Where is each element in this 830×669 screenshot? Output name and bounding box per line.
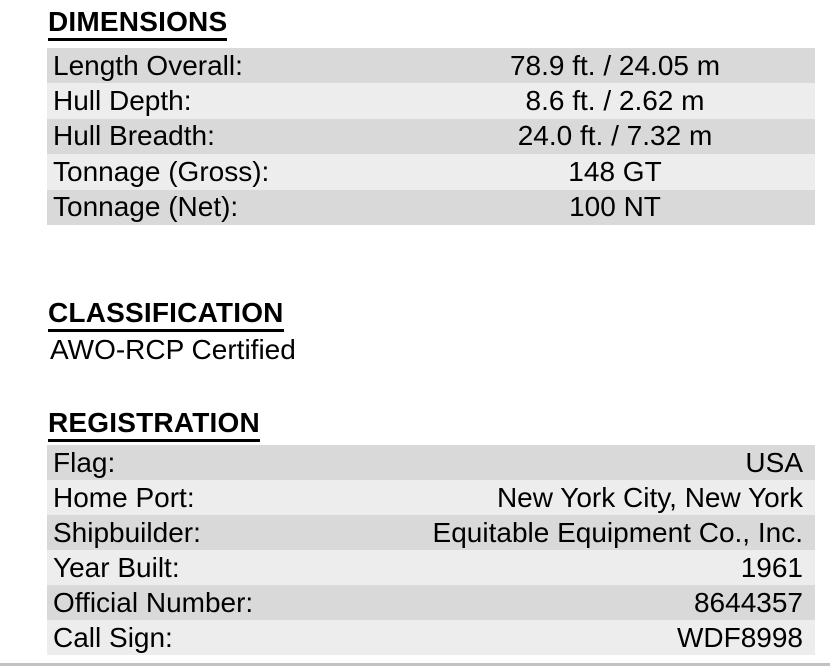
row-value: 24.0 ft. / 7.32 m <box>517 120 713 152</box>
row-value: 8644357 <box>693 586 803 618</box>
table-row: Year Built: 1961 <box>47 550 815 585</box>
table-row: Home Port: New York City, New York <box>47 480 815 515</box>
row-label: Tonnage (Net): <box>53 191 239 223</box>
table-row: Flag: USA <box>47 445 815 480</box>
dimensions-table: Length Overall: 78.9 ft. / 24.05 m Hull … <box>47 48 815 225</box>
table-row: Call Sign: WDF8998 <box>47 620 815 655</box>
table-row: Hull Breadth: 24.0 ft. / 7.32 m <box>47 118 815 155</box>
row-label: Tonnage (Gross): <box>53 155 270 187</box>
classification-value: AWO-RCP Certified <box>50 334 296 365</box>
row-value: 100 NT <box>569 191 661 223</box>
row-label: Call Sign: <box>53 621 173 653</box>
row-value: 1961 <box>740 551 803 583</box>
registration-title-text: REGISTRATION <box>48 409 260 442</box>
row-label: Official Number: <box>53 586 254 618</box>
row-value: USA <box>745 446 803 478</box>
row-value: WDF8998 <box>676 621 803 653</box>
dimensions-section-title: DIMENSIONS <box>48 8 228 41</box>
registration-table: Flag: USA Home Port: New York City, New … <box>47 445 815 655</box>
row-label: Length Overall: <box>53 49 243 81</box>
row-value: Equitable Equipment Co., Inc. <box>432 516 803 548</box>
dimensions-title-text: DIMENSIONS <box>48 8 228 41</box>
row-value: 8.6 ft. / 2.62 m <box>525 85 705 117</box>
table-row: Hull Depth: 8.6 ft. / 2.62 m <box>47 83 815 119</box>
row-label: Home Port: <box>53 481 195 513</box>
classification-section-title: CLASSIFICATION <box>48 299 284 332</box>
row-value: New York City, New York <box>496 481 803 513</box>
row-label: Flag: <box>53 446 116 478</box>
row-value: 78.9 ft. / 24.05 m <box>509 49 721 81</box>
table-row: Shipbuilder: Equitable Equipment Co., In… <box>47 515 815 550</box>
bottom-divider <box>0 663 830 666</box>
table-row: Official Number: 8644357 <box>47 585 815 620</box>
row-label: Hull Breadth: <box>53 120 215 152</box>
row-label: Shipbuilder: <box>53 516 201 548</box>
table-row: Length Overall: 78.9 ft. / 24.05 m <box>47 48 815 84</box>
row-label: Year Built: <box>53 551 180 583</box>
registration-section-title: REGISTRATION <box>48 409 260 442</box>
classification-title-text: CLASSIFICATION <box>48 299 284 332</box>
table-row: Tonnage (Net): 100 NT <box>47 189 815 225</box>
row-value: 148 GT <box>568 155 662 187</box>
row-label: Hull Depth: <box>53 85 192 117</box>
table-row: Tonnage (Gross): 148 GT <box>47 154 815 190</box>
